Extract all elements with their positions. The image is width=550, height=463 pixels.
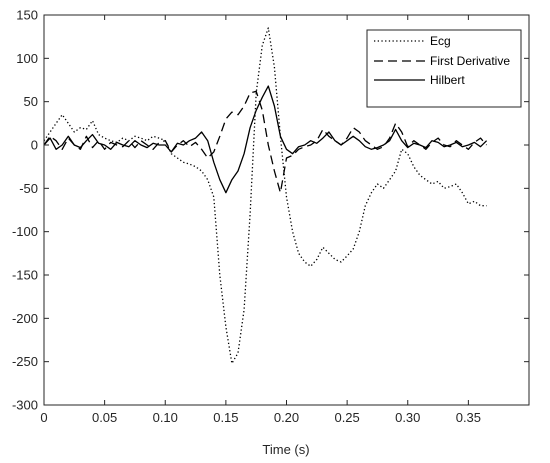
y-tick-label: -250 — [12, 354, 38, 369]
series-line-hilbert — [43, 85, 488, 194]
y-tick-label: 150 — [16, 8, 38, 23]
y-tick-label: -300 — [12, 398, 38, 413]
legend-label-hilbert: Hilbert — [430, 73, 465, 87]
x-tick-label: 0.10 — [153, 410, 178, 425]
y-tick-label: 100 — [16, 51, 38, 66]
x-tick-label: 0 — [40, 410, 47, 425]
x-tick-label: 0.25 — [334, 410, 359, 425]
series-line-ecg — [43, 27, 487, 365]
y-tick-label: 0 — [31, 138, 38, 153]
series-layer — [43, 27, 488, 365]
legend-box — [366, 29, 522, 108]
x-tick-label: 0.30 — [395, 410, 420, 425]
y-tick-label: 50 — [24, 94, 38, 109]
x-tick-label: 0.20 — [274, 410, 299, 425]
x-tick-label: 0.05 — [92, 410, 117, 425]
y-tick-label: -50 — [19, 181, 38, 196]
series-line-first-derivative — [43, 90, 488, 194]
ticks-layer: 0 0.05 0.10 0.15 0.20 0.25 0.30 0.35 150 100 50 0 -5… — [12, 8, 529, 425]
y-tick-label: -100 — [12, 224, 38, 239]
legend: Ecg First Derivative Hilbert — [366, 29, 522, 108]
legend-label-ecg: Ecg — [430, 34, 451, 48]
y-tick-label: -150 — [12, 268, 38, 283]
x-axis-title: Time (s) — [262, 442, 309, 457]
y-tick-label: -200 — [12, 311, 38, 326]
legend-label-first-derivative: First Derivative — [430, 54, 510, 68]
x-tick-label: 0.35 — [456, 410, 481, 425]
x-tick-label: 0.15 — [213, 410, 238, 425]
